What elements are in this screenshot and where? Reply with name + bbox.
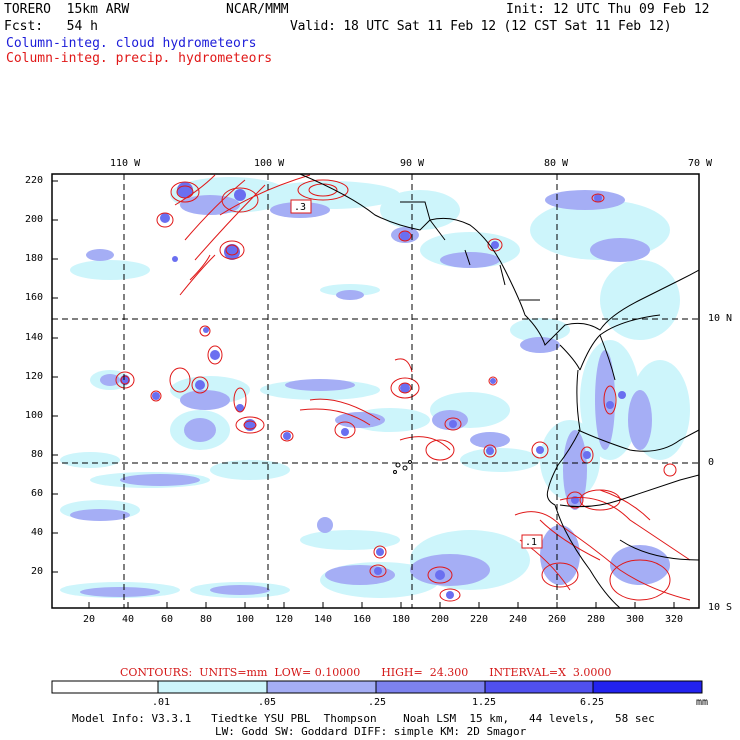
model-info: Model Info: V3.3.1 Tiedtke YSU PBL Thomp… xyxy=(72,712,655,725)
y-tick: 20 xyxy=(31,566,44,577)
colorbar-label: 1.25 xyxy=(472,697,497,708)
x-tick: 320 xyxy=(665,614,684,625)
x-tick: 60 xyxy=(161,614,174,625)
lon-label-90w: 90 W xyxy=(400,158,425,169)
y-tick: 80 xyxy=(31,449,44,460)
field-cloud-label: Column-integ. cloud hydrometeors xyxy=(6,36,257,51)
valid-time: Valid: 18 UTC Sat 11 Feb 12 (12 CST Sat … xyxy=(290,19,672,34)
lon-label-100w: 100 W xyxy=(254,158,285,169)
colorbar-label: .25 xyxy=(368,697,387,708)
lat-label-0: 0 xyxy=(708,457,715,468)
colorbar-label: .01 xyxy=(152,697,171,708)
y-tick: 100 xyxy=(25,410,44,421)
lon-label-80w: 80 W xyxy=(544,158,569,169)
latlon-grid xyxy=(52,174,699,608)
map-frame xyxy=(51,173,700,609)
forecast-hour: Fcst: 54 h xyxy=(4,19,98,34)
y-tick: 200 xyxy=(25,214,44,225)
x-tick: 120 xyxy=(275,614,294,625)
x-tick: 80 xyxy=(200,614,213,625)
model-title: TORERO 15km ARW xyxy=(4,2,130,17)
y-tick: 160 xyxy=(25,292,44,303)
x-tick: 180 xyxy=(392,614,411,625)
contours-info: CONTOURS: UNITS=mm LOW= 0.10000 HIGH= 24… xyxy=(120,666,612,679)
contour-label-1: .3 xyxy=(294,202,306,213)
x-tick: 20 xyxy=(83,614,96,625)
init-time: Init: 12 UTC Thu 09 Feb 12 xyxy=(506,2,710,17)
axis-ticks xyxy=(52,180,675,608)
colorbar-label: .05 xyxy=(258,697,277,708)
y-tick: 180 xyxy=(25,253,44,264)
x-tick: 40 xyxy=(122,614,135,625)
lon-label-110w: 110 W xyxy=(110,158,141,169)
y-tick: 60 xyxy=(31,488,44,499)
coastlines xyxy=(299,174,699,608)
x-tick: 300 xyxy=(626,614,645,625)
lat-label-10s: 10 S xyxy=(708,602,733,613)
contour-label-2: .1 xyxy=(525,537,537,548)
y-tick: 140 xyxy=(25,332,44,343)
x-tick: 200 xyxy=(431,614,450,625)
org-label: NCAR/MMM xyxy=(226,2,289,17)
colorbar-label: 6.25 xyxy=(580,697,605,708)
x-tick: 100 xyxy=(236,614,255,625)
lon-label-70w: 70 W xyxy=(688,158,713,169)
model-physics: LW: Godd SW: Goddard DIFF: simple KM: 2D… xyxy=(215,725,527,738)
y-tick: 120 xyxy=(25,371,44,382)
y-tick: 220 xyxy=(25,175,44,186)
x-tick: 240 xyxy=(509,614,528,625)
cloud-medium-areas xyxy=(70,190,670,597)
field-precip-label: Column-integ. precip. hydrometeors xyxy=(6,51,273,66)
x-tick: 280 xyxy=(587,614,606,625)
lat-label-10n: 10 N xyxy=(708,313,733,324)
y-tick: 40 xyxy=(31,527,44,538)
x-tick: 140 xyxy=(314,614,333,625)
x-tick: 220 xyxy=(470,614,489,625)
colorbar-units: mm xyxy=(696,697,709,708)
x-tick: 160 xyxy=(353,614,372,625)
x-tick: 260 xyxy=(548,614,567,625)
